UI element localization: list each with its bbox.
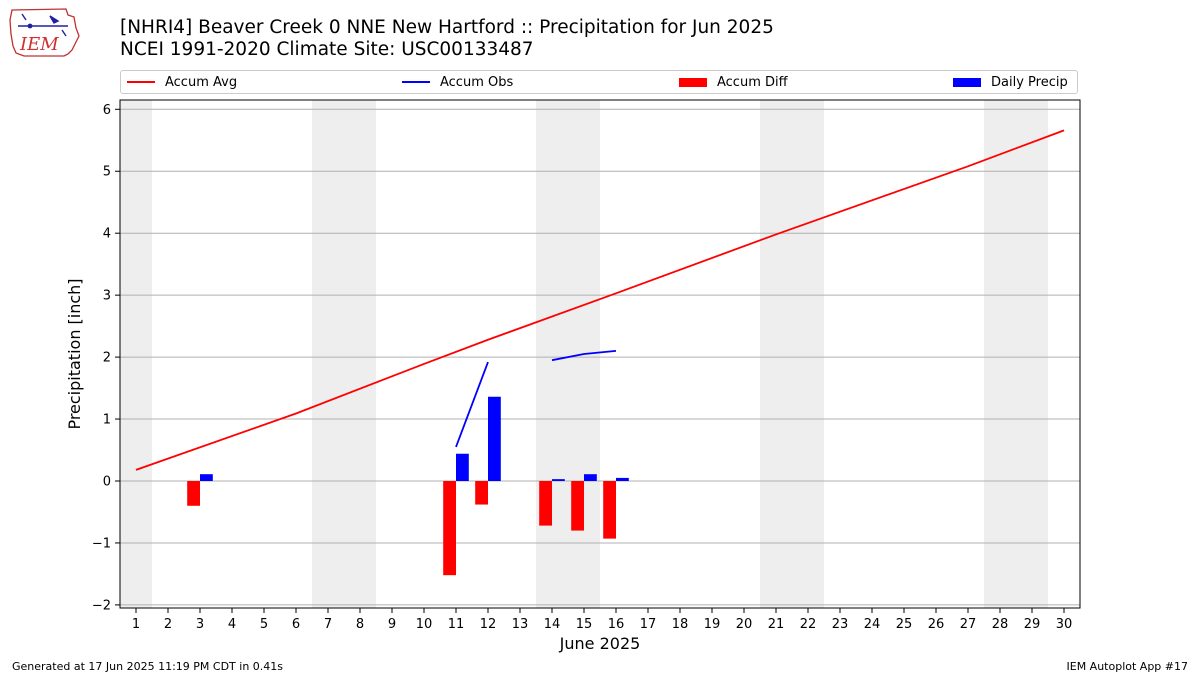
legend-item-accum-avg: Accum Avg (127, 71, 237, 93)
x-tick-label: 18 (672, 617, 689, 632)
accum-obs-line (455, 361, 489, 448)
weekend-band (760, 100, 824, 608)
y-tick-label: 5 (103, 165, 111, 180)
legend-item-accum-obs: Accum Obs (402, 71, 513, 93)
legend-swatch-accum-avg (127, 81, 155, 83)
x-tick-label: 4 (228, 617, 236, 632)
x-tick-label: 15 (576, 617, 593, 632)
weekend-band (120, 100, 152, 608)
weekend-band (984, 100, 1048, 608)
x-tick-label: 2 (164, 617, 172, 632)
legend-swatch-daily-precip (953, 77, 981, 87)
legend-label-accum-diff: Accum Diff (717, 74, 788, 90)
x-tick-label: 16 (608, 617, 625, 632)
daily-precip-bar (200, 474, 213, 481)
x-tick-label: 13 (512, 617, 529, 632)
x-axis-label: June 2025 (559, 634, 641, 653)
generated-timestamp: Generated at 17 Jun 2025 11:19 PM CDT in… (12, 660, 284, 673)
daily-precip-bar (616, 477, 629, 481)
accum-obs-line (551, 350, 617, 362)
plot-frame (119, 99, 1081, 609)
x-tick-label: 1 (132, 617, 140, 632)
daily-precip-bar (584, 474, 597, 481)
app-credit: IEM Autoplot App #17 (1066, 660, 1189, 673)
x-tick-label: 22 (800, 617, 817, 632)
logo-text: IEM (19, 34, 59, 55)
y-tick-label: 1 (103, 413, 111, 428)
x-tick-label: 9 (388, 617, 396, 632)
x-tick-label: 20 (736, 617, 753, 632)
x-tick-label: 11 (448, 617, 465, 632)
y-tick-label: −1 (92, 536, 111, 551)
legend-label-accum-obs: Accum Obs (440, 74, 514, 90)
y-axis-label: Precipitation [inch] (65, 278, 84, 429)
x-tick-label: 27 (960, 617, 977, 632)
x-tick-label: 23 (832, 617, 849, 632)
legend-swatch-accum-obs (402, 81, 430, 83)
x-tick-label: 24 (864, 617, 881, 632)
x-tick-label: 28 (992, 617, 1009, 632)
accum-diff-bar (443, 481, 456, 576)
y-tick-label: 3 (103, 289, 111, 304)
x-tick-label: 12 (480, 617, 497, 632)
iem-logo: IEM (9, 8, 80, 57)
legend-label-daily-precip: Daily Precip (991, 74, 1068, 90)
legend-item-daily-precip: Daily Precip (953, 71, 1068, 93)
x-tick-label: 21 (768, 617, 785, 632)
accum-diff-bar (475, 481, 488, 505)
daily-precip-bar (552, 479, 565, 481)
y-tick-label: 4 (103, 227, 111, 242)
chart-subtitle: NCEI 1991-2020 Climate Site: USC00133487 (120, 39, 534, 60)
x-tick-label: 5 (260, 617, 268, 632)
accum-avg-line (135, 129, 1065, 471)
legend-label-accum-avg: Accum Avg (165, 74, 238, 90)
x-tick-label: 14 (544, 617, 561, 632)
x-tick-label: 25 (896, 617, 913, 632)
x-tick-label: 3 (196, 617, 204, 632)
legend-item-accum-diff: Accum Diff (679, 71, 788, 93)
x-tick-label: 7 (324, 617, 332, 632)
legend-swatch-accum-diff (679, 77, 707, 87)
y-tick-label: 2 (103, 351, 111, 366)
x-tick-label: 10 (416, 617, 433, 632)
y-tick-label: −2 (92, 598, 111, 613)
accum-diff-bar (187, 481, 200, 506)
weekend-band (312, 100, 376, 608)
chart-title: [NHRI4] Beaver Creek 0 NNE New Hartford … (120, 17, 774, 38)
daily-precip-bar (488, 396, 501, 481)
accum-diff-bar (571, 481, 584, 531)
x-tick-label: 6 (292, 617, 300, 632)
legend: Accum Avg Accum Obs Accum Diff Daily Pre… (120, 70, 1078, 94)
x-tick-label: 29 (1024, 617, 1041, 632)
x-tick-label: 26 (928, 617, 945, 632)
y-tick-label: 6 (103, 103, 111, 118)
accum-diff-bar (603, 481, 616, 539)
x-tick-label: 30 (1056, 617, 1073, 632)
x-tick-label: 17 (640, 617, 657, 632)
y-tick-label: 0 (103, 475, 111, 490)
daily-precip-bar (456, 453, 469, 481)
accum-diff-bar (539, 481, 552, 526)
x-tick-label: 8 (356, 617, 364, 632)
x-tick-label: 19 (704, 617, 721, 632)
